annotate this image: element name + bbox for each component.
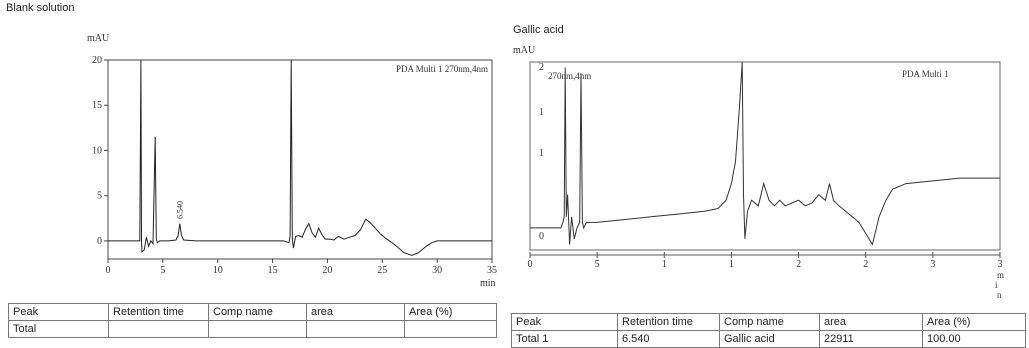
plot-frame bbox=[529, 61, 1001, 251]
x-axis-unit-i: i bbox=[995, 280, 998, 290]
header-cell: Area (%) bbox=[404, 303, 497, 321]
x-tick-label: 10 bbox=[213, 265, 223, 276]
table-cell: Total 1 bbox=[511, 330, 618, 348]
x-tick-label: 0 bbox=[106, 265, 111, 276]
header-cell: Peak bbox=[511, 313, 618, 331]
x-tick-label: 5 bbox=[595, 259, 600, 270]
y-tick-label: 15 bbox=[92, 100, 102, 111]
y-tick-label: 0 bbox=[539, 231, 544, 242]
blank-solution-title: Blank solution bbox=[6, 2, 75, 14]
y-tick-label: 20 bbox=[92, 55, 102, 66]
detector-annotation: PDA Multi 1 270nm,4nm bbox=[396, 64, 488, 74]
header-cell: Peak bbox=[8, 303, 109, 321]
detector-annotation: PDA Multi 1 bbox=[902, 69, 949, 79]
y-tick-label: 1 bbox=[539, 107, 544, 118]
gallic-acid-title: Gallic acid bbox=[513, 24, 564, 36]
plot-frame bbox=[107, 59, 493, 260]
table-cell bbox=[108, 320, 209, 338]
table-header-row: Peak Retention time Comp name area Area … bbox=[511, 313, 1026, 331]
left-chart-group: 0 5 10 15 20 25 30 35 0 5 10 15 20 mAU min PDA Multi 1 … bbox=[87, 33, 497, 289]
x-tick-label: 30 bbox=[432, 265, 442, 276]
wavelength-annotation: 270nm,4nm bbox=[548, 71, 591, 81]
x-tick-label: 2 bbox=[863, 259, 868, 270]
x-axis-unit-n: n bbox=[997, 290, 1002, 300]
header-cell: area bbox=[819, 313, 923, 331]
x-axis-unit-m: m bbox=[997, 270, 1004, 280]
y-tick-label: 2 bbox=[539, 62, 544, 73]
y-axis-unit: mAU bbox=[87, 33, 110, 44]
x-tick-label: 20 bbox=[322, 265, 332, 276]
y-axis-unit: mAU bbox=[513, 45, 536, 56]
x-axis-unit: min bbox=[480, 278, 496, 289]
x-tick-label: 35 bbox=[487, 265, 497, 276]
table-cell bbox=[208, 320, 307, 338]
y-tick-label: 0 bbox=[97, 236, 102, 247]
table-cell: 22911 bbox=[819, 330, 923, 348]
x-tick-label: 1 bbox=[729, 259, 734, 270]
y-tick-label: 10 bbox=[92, 145, 102, 156]
table-row: Total 1 6.540 Gallic acid 22911 100.00 bbox=[511, 330, 1026, 348]
table-cell bbox=[306, 320, 405, 338]
header-cell: Area (%) bbox=[922, 313, 1026, 331]
y-tick-label: 1 bbox=[539, 148, 544, 159]
table-header-row: Peak Retention time Comp name area Area … bbox=[8, 303, 497, 321]
chromatogram-trace bbox=[108, 59, 492, 256]
x-tick-label: 3 bbox=[930, 259, 935, 270]
x-tick-label: 0 bbox=[528, 259, 533, 270]
x-tick-label: 5 bbox=[160, 265, 165, 276]
gallic-acid-results-table: Peak Retention time Comp name area Area … bbox=[511, 313, 1026, 348]
header-cell: Retention time bbox=[108, 303, 209, 321]
x-tick-label: 2 bbox=[796, 259, 801, 270]
x-tick-label: 25 bbox=[377, 265, 387, 276]
y-tick-label: 5 bbox=[97, 191, 102, 202]
header-cell: Retention time bbox=[617, 313, 720, 331]
table-cell bbox=[404, 320, 497, 338]
peak-label: 6.540 bbox=[176, 201, 185, 219]
header-cell: Comp name bbox=[719, 313, 820, 331]
table-cell: Total bbox=[8, 320, 109, 338]
x-tick-label: 3 bbox=[998, 259, 1003, 270]
blank-results-table: Peak Retention time Comp name area Area … bbox=[8, 303, 497, 338]
x-tick-label: 1 bbox=[662, 259, 667, 270]
header-cell: area bbox=[306, 303, 405, 321]
header-cell: Comp name bbox=[208, 303, 307, 321]
table-row: Total bbox=[8, 320, 497, 338]
table-cell: 6.540 bbox=[617, 330, 720, 348]
chromatogram-trace bbox=[530, 61, 1000, 246]
table-cell: 100.00 bbox=[922, 330, 1026, 348]
x-tick-label: 15 bbox=[268, 265, 278, 276]
table-cell: Gallic acid bbox=[719, 330, 820, 348]
